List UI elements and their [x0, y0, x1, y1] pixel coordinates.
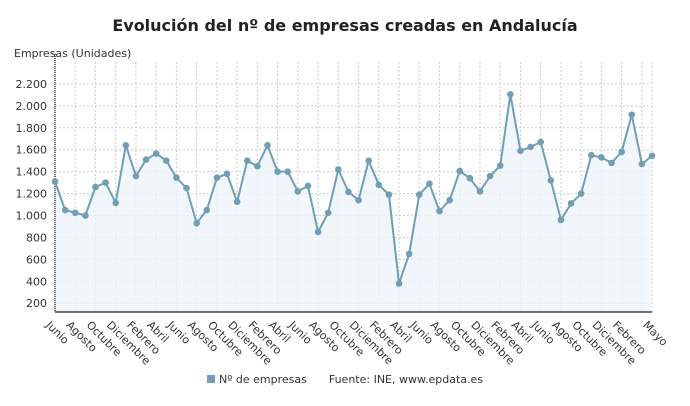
data-point	[102, 179, 109, 186]
data-point	[92, 183, 99, 191]
data-point	[173, 174, 180, 181]
data-point	[193, 219, 200, 227]
data-point	[122, 142, 130, 149]
data-point	[203, 206, 211, 214]
data-point	[254, 162, 261, 170]
data-point	[375, 181, 383, 189]
x-tick-label: Junio	[43, 318, 72, 347]
data-point	[264, 142, 271, 149]
data-point	[335, 166, 342, 173]
data-point	[385, 191, 393, 198]
data-point	[638, 160, 646, 168]
data-point	[243, 157, 251, 164]
legend-series-label: Nº de empresas	[218, 373, 307, 386]
data-point	[537, 138, 544, 146]
data-point	[142, 156, 150, 163]
data-point	[112, 199, 120, 207]
y-tick-label: 800	[26, 231, 47, 244]
y-tick-label: 600	[26, 253, 47, 266]
legend: Nº de empresas Fuente: INE, www.epdata.es	[0, 373, 690, 386]
y-tick-label: 1.600	[16, 144, 48, 157]
data-point	[486, 172, 494, 180]
y-tick-label: 2.000	[16, 100, 48, 113]
data-point	[618, 148, 625, 156]
area-fill	[55, 94, 652, 312]
data-point	[82, 212, 89, 219]
data-point	[223, 170, 231, 178]
data-point	[61, 206, 69, 214]
data-point	[304, 182, 312, 190]
data-point	[213, 174, 221, 181]
data-point	[152, 150, 160, 157]
data-point	[598, 154, 605, 161]
data-point	[51, 178, 59, 185]
data-point	[132, 172, 140, 180]
data-point	[436, 207, 443, 215]
data-point	[648, 152, 656, 160]
data-point	[71, 209, 79, 217]
legend-swatch	[206, 375, 215, 383]
data-point	[294, 188, 302, 195]
data-point	[628, 111, 636, 118]
data-point	[476, 188, 484, 195]
y-tick-label: 1.800	[16, 122, 48, 135]
chart-title: Evolución del nº de empresas creadas en …	[112, 16, 578, 35]
data-point	[557, 216, 565, 224]
data-point	[415, 191, 423, 198]
data-point	[456, 167, 464, 175]
data-point	[355, 196, 362, 204]
data-point	[446, 196, 453, 204]
data-point	[233, 198, 241, 206]
data-point	[163, 157, 170, 164]
y-tick-label: 200	[26, 297, 47, 310]
data-point	[577, 190, 585, 197]
y-axis-label: Empresas (Unidades)	[14, 47, 132, 60]
line-chart: 200 400 600 800 1.000 1.200 1.400 1.600 1.800 2.0…	[16, 54, 670, 368]
y-tick-label: 2.200	[16, 78, 48, 91]
data-point	[395, 280, 403, 287]
y-tick-label: 1.400	[16, 166, 48, 179]
data-point	[547, 177, 555, 184]
data-point	[426, 180, 433, 188]
data-point	[365, 157, 372, 164]
data-point	[324, 209, 332, 217]
data-point	[345, 188, 352, 196]
data-point	[274, 168, 281, 175]
data-point	[496, 162, 504, 169]
data-point	[608, 159, 615, 167]
data-point	[466, 174, 474, 182]
source-note: Fuente: INE, www.epdata.es	[328, 373, 483, 386]
data-point	[405, 250, 413, 258]
data-point	[567, 200, 575, 207]
data-point	[517, 147, 524, 155]
data-point	[507, 91, 514, 98]
y-tick-label: 1.000	[16, 210, 48, 223]
y-tick-label: 400	[26, 275, 47, 288]
data-point	[284, 168, 292, 175]
data-point	[314, 228, 322, 236]
data-point	[183, 184, 190, 192]
y-tick-label: 1.200	[16, 188, 48, 201]
data-point	[527, 143, 534, 151]
data-point	[587, 151, 595, 159]
